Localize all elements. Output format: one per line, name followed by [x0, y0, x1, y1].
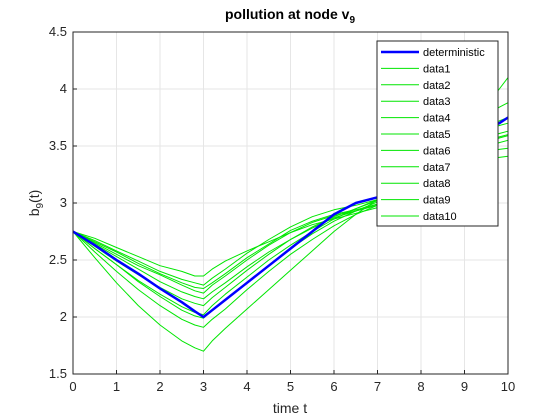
y-tick-label: 2 — [60, 309, 67, 324]
legend-label-data3: data3 — [423, 96, 451, 108]
chart-title: pollution at node v9 — [225, 6, 355, 26]
x-tick-label: 3 — [200, 379, 207, 394]
x-tick-label: 4 — [243, 379, 250, 394]
x-tick-label: 0 — [69, 379, 76, 394]
legend-label-data7: data7 — [423, 162, 451, 174]
x-tick-label: 2 — [156, 379, 163, 394]
x-tick-label: 5 — [287, 379, 294, 394]
legend-label-data6: data6 — [423, 145, 451, 157]
y-tick-label: 2.5 — [49, 252, 67, 267]
legend-label-data9: data9 — [423, 195, 451, 207]
y-axis-label: b9(t) — [26, 190, 46, 217]
x-tick-label: 6 — [330, 379, 337, 394]
x-tick-label: 9 — [461, 379, 468, 394]
x-tick-label: 1 — [113, 379, 120, 394]
y-axis-label-suffix: (t) — [26, 190, 42, 203]
legend-label-data8: data8 — [423, 178, 451, 190]
x-axis-label: time t — [273, 400, 307, 416]
y-tick-label: 3.5 — [49, 138, 67, 153]
legend-label-data5: data5 — [423, 129, 451, 141]
y-tick-label: 3 — [60, 195, 67, 210]
legend-label-deterministic: deterministic — [423, 47, 485, 59]
y-tick-label: 1.5 — [49, 366, 67, 381]
y-tick-label: 4.5 — [49, 24, 67, 39]
legend-label-data10: data10 — [423, 211, 457, 223]
legend-label-data2: data2 — [423, 80, 451, 92]
y-tick-label: 4 — [60, 81, 67, 96]
legend: deterministic data1 data2 data3 data4 data5 da… — [376, 40, 499, 227]
x-tick-label: 8 — [417, 379, 424, 394]
x-ticks: 0 1 2 3 4 5 6 7 8 9 10 — [69, 370, 515, 394]
y-ticks: 1.5 2 2.5 3 3.5 4 4.5 — [49, 24, 77, 381]
y-axis-label-subscript: 9 — [35, 202, 46, 208]
x-tick-label: 7 — [374, 379, 381, 394]
legend-label-data4: data4 — [423, 113, 451, 125]
chart-title-subscript: 9 — [349, 15, 355, 26]
x-tick-label: 10 — [501, 379, 515, 394]
legend-label-data1: data1 — [423, 63, 451, 75]
